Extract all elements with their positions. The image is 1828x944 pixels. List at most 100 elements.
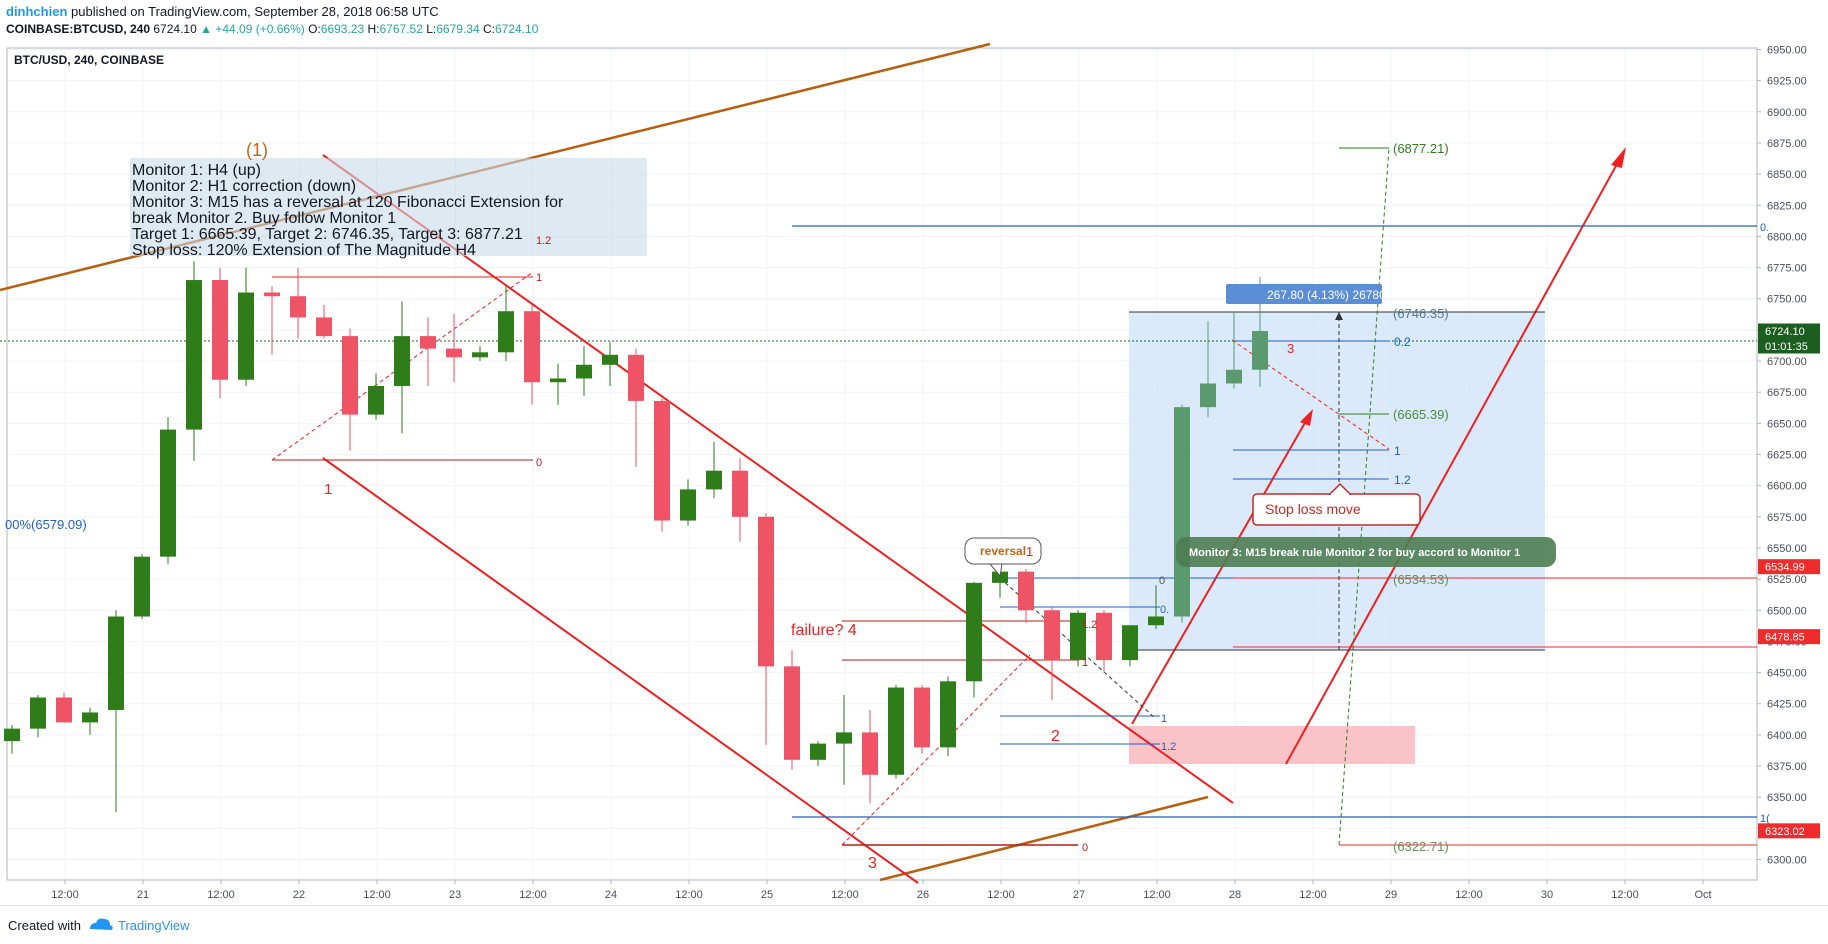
candle-body[interactable]: [498, 311, 514, 353]
candle-body[interactable]: [264, 292, 280, 297]
candle-body[interactable]: [290, 296, 306, 318]
note-line: Target 1: 6665.39, Target 2: 6746.35, Ta…: [132, 226, 523, 243]
target1-label: (6665.39): [1393, 407, 1449, 422]
candle-body[interactable]: [940, 681, 956, 748]
downtrend-lower-line[interactable]: [322, 457, 919, 884]
candle-body[interactable]: [1096, 612, 1112, 661]
stoploss-price-label: (6322.71): [1393, 839, 1449, 854]
measure-arrow-icon: [1335, 312, 1343, 320]
uptrend-arrow-long[interactable]: [1285, 154, 1623, 765]
last-price: 6724.10: [153, 22, 197, 36]
y-tick-label: 6850.00: [1767, 169, 1807, 181]
candle-body[interactable]: [914, 687, 930, 748]
candle-body[interactable]: [342, 336, 358, 415]
fib-mid-label-1: 1: [1082, 657, 1088, 669]
change-arrow-icon: ▲: [200, 22, 212, 36]
candle-body[interactable]: [1252, 331, 1268, 370]
author-link[interactable]: dinhchien: [6, 4, 68, 19]
time-axis[interactable]: 12:00 21 12:00 22 12:00 23 12:00 24 12:00 25 12:00…: [51, 880, 1712, 901]
candle-body[interactable]: [186, 280, 202, 430]
candle-body[interactable]: [680, 489, 696, 521]
candle-body[interactable]: [1148, 616, 1164, 626]
stop-loss-zone[interactable]: [1129, 726, 1415, 764]
wave-mid-1: 1: [1026, 544, 1033, 559]
reversal-bubble[interactable]: [964, 537, 1042, 565]
candle-body[interactable]: [810, 743, 826, 760]
candle-body[interactable]: [394, 336, 410, 386]
candle-body[interactable]: [420, 336, 436, 349]
candle-body[interactable]: [784, 666, 800, 760]
fib-right-label-02: 0.2: [1394, 335, 1411, 349]
trade-zones: [1129, 312, 1545, 764]
monitor3-bubble[interactable]: [1176, 537, 1556, 567]
candle-body[interactable]: [212, 280, 228, 380]
y-tick-label: 6500.00: [1767, 605, 1807, 617]
downtrend-upper-line[interactable]: [322, 154, 1234, 804]
x-tick-label: 12:00: [51, 889, 79, 901]
candle-body[interactable]: [30, 697, 46, 729]
candle-body[interactable]: [160, 429, 176, 557]
candle-body[interactable]: [82, 712, 98, 723]
note-box[interactable]: [130, 158, 647, 256]
candle-body[interactable]: [888, 687, 904, 775]
candle-body[interactable]: [706, 470, 722, 490]
candle-body[interactable]: [1070, 612, 1086, 661]
candle-body[interactable]: [524, 311, 540, 383]
candle-body[interactable]: [836, 732, 852, 744]
stop-loss-label: Stop loss move: [1265, 501, 1361, 517]
candle-body[interactable]: [1200, 383, 1216, 408]
candle-body[interactable]: [446, 348, 462, 358]
y-tick-label: 6875.00: [1767, 138, 1807, 150]
x-tick-label: 12:00: [1455, 889, 1483, 901]
target-projection: [1338, 147, 1390, 846]
candle-body[interactable]: [368, 385, 384, 415]
candle-body[interactable]: [758, 516, 774, 667]
price-axis-label-bg: [1758, 629, 1820, 645]
note-line: Monitor 2: H1 correction (down): [132, 178, 356, 195]
candle-body[interactable]: [4, 728, 20, 742]
channel-lower-line[interactable]: [879, 795, 1209, 882]
candles[interactable]: [4, 261, 1268, 813]
candle-body[interactable]: [1018, 571, 1034, 611]
symbol-line: COINBASE:BTCUSD, 240 6724.10 ▲ +44.09 (+…: [6, 22, 539, 36]
candle-body[interactable]: [238, 292, 254, 380]
x-tick-label: 30: [1541, 889, 1553, 901]
price-chart[interactable]: BTC/USD, 240, COINBASE 6300.006325.00635…: [0, 40, 1828, 905]
candle-body[interactable]: [1174, 407, 1190, 617]
candle-body[interactable]: [654, 400, 670, 521]
long-position-zone[interactable]: [1129, 312, 1545, 650]
chart-title: BTC/USD, 240, COINBASE: [14, 53, 164, 67]
candle-body[interactable]: [316, 317, 332, 337]
price-axis-label: 6323.02: [1765, 826, 1805, 838]
candle-body[interactable]: [134, 556, 150, 617]
candle-body[interactable]: [862, 732, 878, 775]
candle-body[interactable]: [56, 697, 72, 723]
tradingview-logo-icon: [90, 918, 113, 930]
candle-body[interactable]: [992, 571, 1008, 583]
measure-badge[interactable]: [1226, 284, 1382, 304]
x-tick-label: 23: [449, 889, 461, 901]
candle-body[interactable]: [602, 354, 618, 365]
candle-body[interactable]: [576, 364, 592, 379]
right-edge-fib-a: 0.: [1760, 222, 1769, 234]
low-value: 6679.34: [436, 22, 480, 36]
fib-mid-label-12b: 1.2: [1161, 741, 1176, 753]
tradingview-link[interactable]: TradingView: [118, 918, 190, 933]
candle-body[interactable]: [550, 378, 566, 383]
x-tick-label: 12:00: [207, 889, 235, 901]
candle-body[interactable]: [628, 354, 644, 401]
x-tick-label: 26: [917, 889, 929, 901]
candle-body[interactable]: [472, 352, 488, 358]
x-tick-label: 22: [293, 889, 305, 901]
x-tick-label: 27: [1073, 889, 1085, 901]
uptrend-arrow-short[interactable]: [1131, 413, 1311, 725]
candle-body[interactable]: [1044, 610, 1060, 661]
x-tick-label: 12:00: [831, 889, 859, 901]
candle-body[interactable]: [108, 616, 124, 710]
candle-body[interactable]: [1122, 625, 1138, 661]
x-tick-label: 28: [1229, 889, 1241, 901]
price-axis[interactable]: 6300.006325.006350.006375.006400.006425.…: [1757, 45, 1807, 867]
candle-body[interactable]: [966, 582, 982, 682]
candle-body[interactable]: [732, 470, 748, 517]
candle-body[interactable]: [1226, 369, 1242, 384]
